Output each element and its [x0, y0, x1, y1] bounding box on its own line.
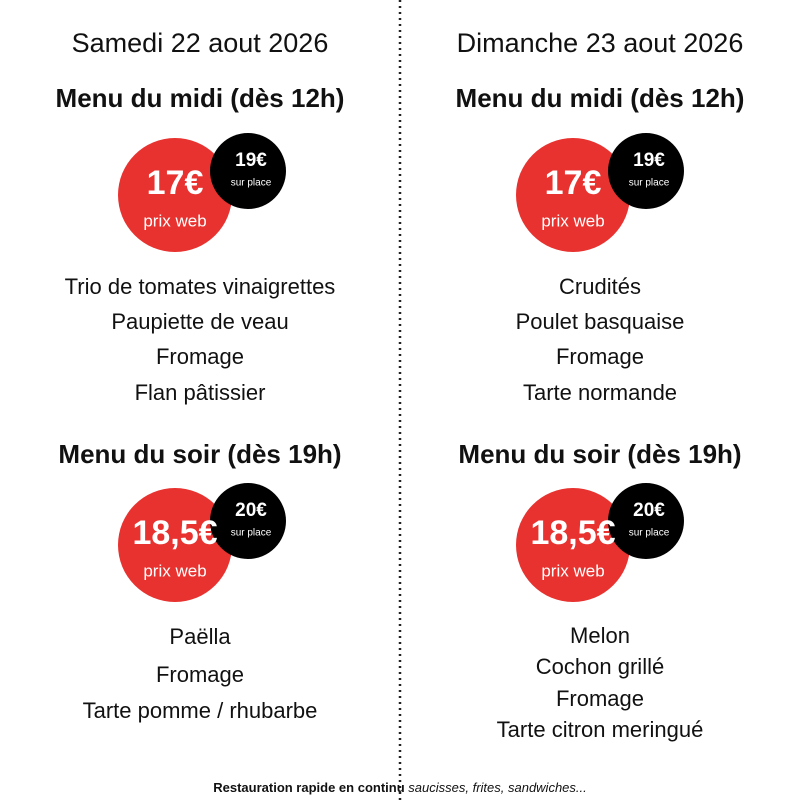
menu-item: Cochon grillé — [536, 654, 664, 679]
price-web-label: prix web — [143, 561, 206, 580]
price-web-label: prix web — [541, 211, 604, 230]
menu-item: Fromage — [156, 344, 244, 369]
price-place: 19€ — [235, 150, 267, 171]
menu-title: Menu du midi (dès 12h) — [56, 83, 345, 113]
price-place-label: sur place — [231, 528, 272, 539]
price-place-badge — [210, 133, 286, 209]
price-web-badge — [118, 138, 232, 252]
price-place-label: sur place — [629, 178, 670, 189]
menu-title: Menu du midi (dès 12h) — [456, 83, 745, 113]
price-web: 18,5€ — [530, 514, 615, 552]
price-web-badge — [516, 138, 630, 252]
price-web: 18,5€ — [132, 514, 217, 552]
price-place-label: sur place — [231, 178, 272, 189]
menu-item: Flan pâtissier — [135, 380, 266, 405]
price-web-label: prix web — [541, 561, 604, 580]
price-place-badge — [608, 133, 684, 209]
menu-item: Fromage — [156, 662, 244, 687]
price-place-badge — [210, 483, 286, 559]
price-place: 20€ — [235, 500, 267, 521]
menu-item: Crudités — [559, 274, 641, 299]
menu-item: Fromage — [556, 686, 644, 711]
price-place-badge — [608, 483, 684, 559]
price-place: 20€ — [633, 500, 665, 521]
price-place-label: sur place — [629, 528, 670, 539]
menu-item: Trio de tomates vinaigrettes — [65, 274, 336, 299]
menu-item: Paupiette de veau — [111, 309, 288, 334]
footer-italic: saucisses, frites, sandwiches... — [408, 780, 586, 795]
menu-item: Tarte citron meringué — [497, 717, 704, 742]
price-web-label: prix web — [143, 211, 206, 230]
footer-bold: Restauration rapide en continu — [213, 780, 404, 795]
menu-item: Tarte pomme / rhubarbe — [83, 698, 318, 723]
price-web: 17€ — [545, 164, 602, 202]
footer: Restauration rapide en continu saucisses… — [213, 780, 587, 795]
menu-item: Poulet basquaise — [516, 309, 685, 334]
menu-title: Menu du soir (dès 19h) — [58, 439, 341, 469]
day-date: Dimanche 23 aout 2026 — [457, 28, 744, 58]
menu-item: Fromage — [556, 344, 644, 369]
price-web-badge — [516, 488, 630, 602]
price-web: 17€ — [147, 164, 204, 202]
menu-title: Menu du soir (dès 19h) — [458, 439, 741, 469]
menu-item: Paëlla — [169, 624, 231, 649]
price-web-badge — [118, 488, 232, 602]
menu-item: Melon — [570, 623, 630, 648]
menu-item: Tarte normande — [523, 380, 677, 405]
price-place: 19€ — [633, 150, 665, 171]
day-date: Samedi 22 aout 2026 — [72, 28, 329, 58]
